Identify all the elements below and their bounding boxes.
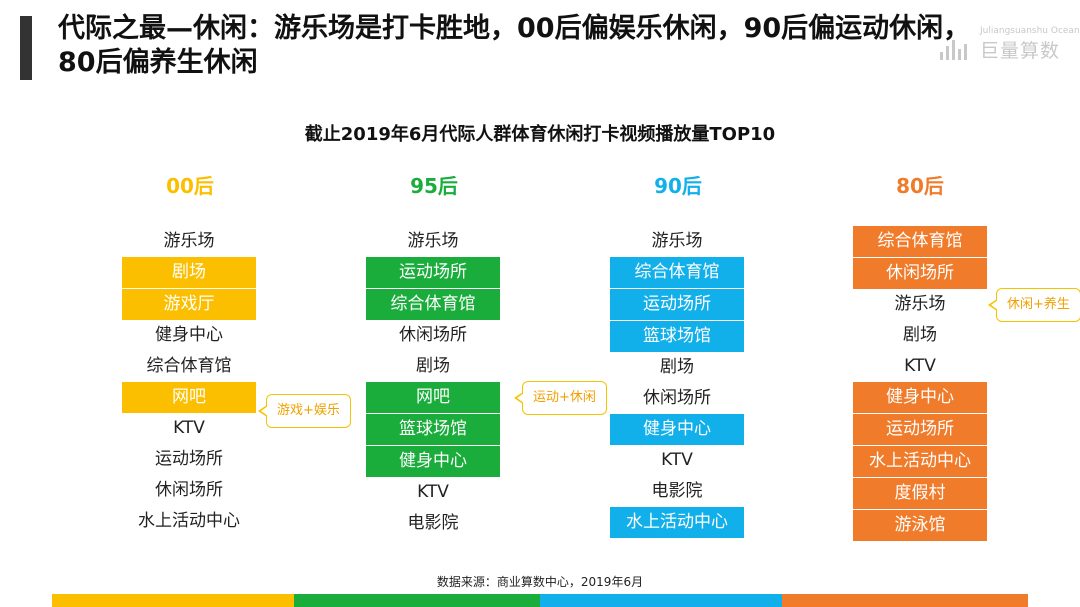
column-header-95: 95后 [410, 174, 458, 198]
rank-item: 游戏厅 [122, 288, 256, 320]
ranking-column-90: 游乐场综合体育馆 运动场所 篮球场馆剧场休闲场所健身中心 KTV 电影院水上活动中心 [610, 226, 744, 538]
rank-item: 运动场所 [366, 257, 500, 288]
footer-bar-orange [782, 594, 1028, 607]
rank-item: 健身中心 [853, 382, 987, 413]
rank-item: 电影院 [651, 481, 703, 501]
footer-bar-blue [540, 594, 782, 607]
rank-item: 度假村 [853, 477, 987, 509]
footer-bar-green [294, 594, 540, 607]
rank-item: 网吧 [366, 382, 500, 413]
rank-item: KTV [173, 418, 205, 438]
rank-item: KTV [661, 450, 693, 470]
rank-item: 游乐场 [894, 294, 946, 314]
rank-item: 游泳馆 [853, 509, 987, 541]
column-header-00: 00后 [166, 174, 214, 198]
chart-title: 截止2019年6月代际人群体育休闲打卡视频播放量TOP10 [304, 124, 776, 145]
rank-item: 综合体育馆 [853, 226, 987, 257]
page-title: 代际之最—休闲：游乐场是打卡胜地，00后偏娱乐休闲，90后偏运动休闲，80后偏养… [58, 13, 971, 78]
rank-item: 游乐场 [163, 231, 215, 251]
rank-item: 休闲场所 [399, 325, 467, 345]
rank-item: 剧场 [660, 357, 694, 377]
rank-item: 电影院 [407, 513, 459, 533]
rank-item: 运动场所 [155, 449, 223, 469]
rank-item: 运动场所 [853, 413, 987, 445]
rank-item: 游乐场 [651, 231, 703, 251]
column-header-80: 80后 [896, 174, 944, 198]
ranking-column-95: 游乐场运动场所 综合体育馆休闲场所剧场网吧 篮球场馆 健身中心 KTV 电影院 [366, 226, 500, 539]
column-header-90: 90后 [654, 174, 702, 198]
rank-item: 健身中心 [610, 414, 744, 445]
rank-item: 篮球场馆 [366, 413, 500, 445]
rank-item: 健身中心 [366, 445, 500, 477]
bar-chart-icon [940, 40, 974, 60]
title-accent-bar [20, 16, 32, 80]
rank-item: 篮球场馆 [610, 320, 744, 352]
rank-item: 网吧 [122, 382, 256, 413]
logo-chinese: 巨量算数 [980, 40, 1061, 62]
data-source: 数据来源：商业算数中心，2019年6月 [436, 575, 644, 589]
rank-item: 剧场 [122, 257, 256, 288]
rank-item: KTV [904, 356, 936, 376]
rank-item: 水上活动中心 [610, 507, 744, 538]
callout-game-entertainment: 游戏+娱乐 [258, 394, 351, 428]
rank-item: 综合体育馆 [610, 257, 744, 288]
rank-item: 水上活动中心 [853, 445, 987, 477]
callout-sport-leisure: 运动+休闲 [514, 381, 607, 415]
footer-bar-yellow [52, 594, 294, 607]
rank-item: 运动场所 [610, 288, 744, 320]
rank-item: 综合体育馆 [146, 356, 232, 376]
rank-item: KTV [417, 482, 449, 502]
rank-item: 综合体育馆 [366, 288, 500, 320]
ranking-column-00: 游乐场剧场 游戏厅健身中心综合体育馆网吧 KTV 运动场所休闲场所水上活动中心 [122, 226, 256, 537]
rank-item: 休闲场所 [155, 480, 223, 500]
rank-item: 剧场 [903, 325, 937, 345]
rank-item: 休闲场所 [643, 388, 711, 408]
ranking-column-80: 综合体育馆 休闲场所游乐场剧场 KTV 健身中心 运动场所 水上活动中心 度假村 游泳馆 [853, 226, 987, 541]
rank-item: 游乐场 [407, 231, 459, 251]
rank-item: 剧场 [416, 356, 450, 376]
logo-english: Juliangsuanshu Ocean Insights [980, 26, 1080, 36]
brand-logo: Juliangsuanshu Ocean Insights 巨量算数 [940, 26, 1080, 66]
callout-leisure-wellness: 休闲+养生 [988, 288, 1080, 322]
rank-item: 水上活动中心 [138, 511, 240, 531]
rank-item: 休闲场所 [853, 257, 987, 289]
rank-item: 健身中心 [155, 325, 223, 345]
